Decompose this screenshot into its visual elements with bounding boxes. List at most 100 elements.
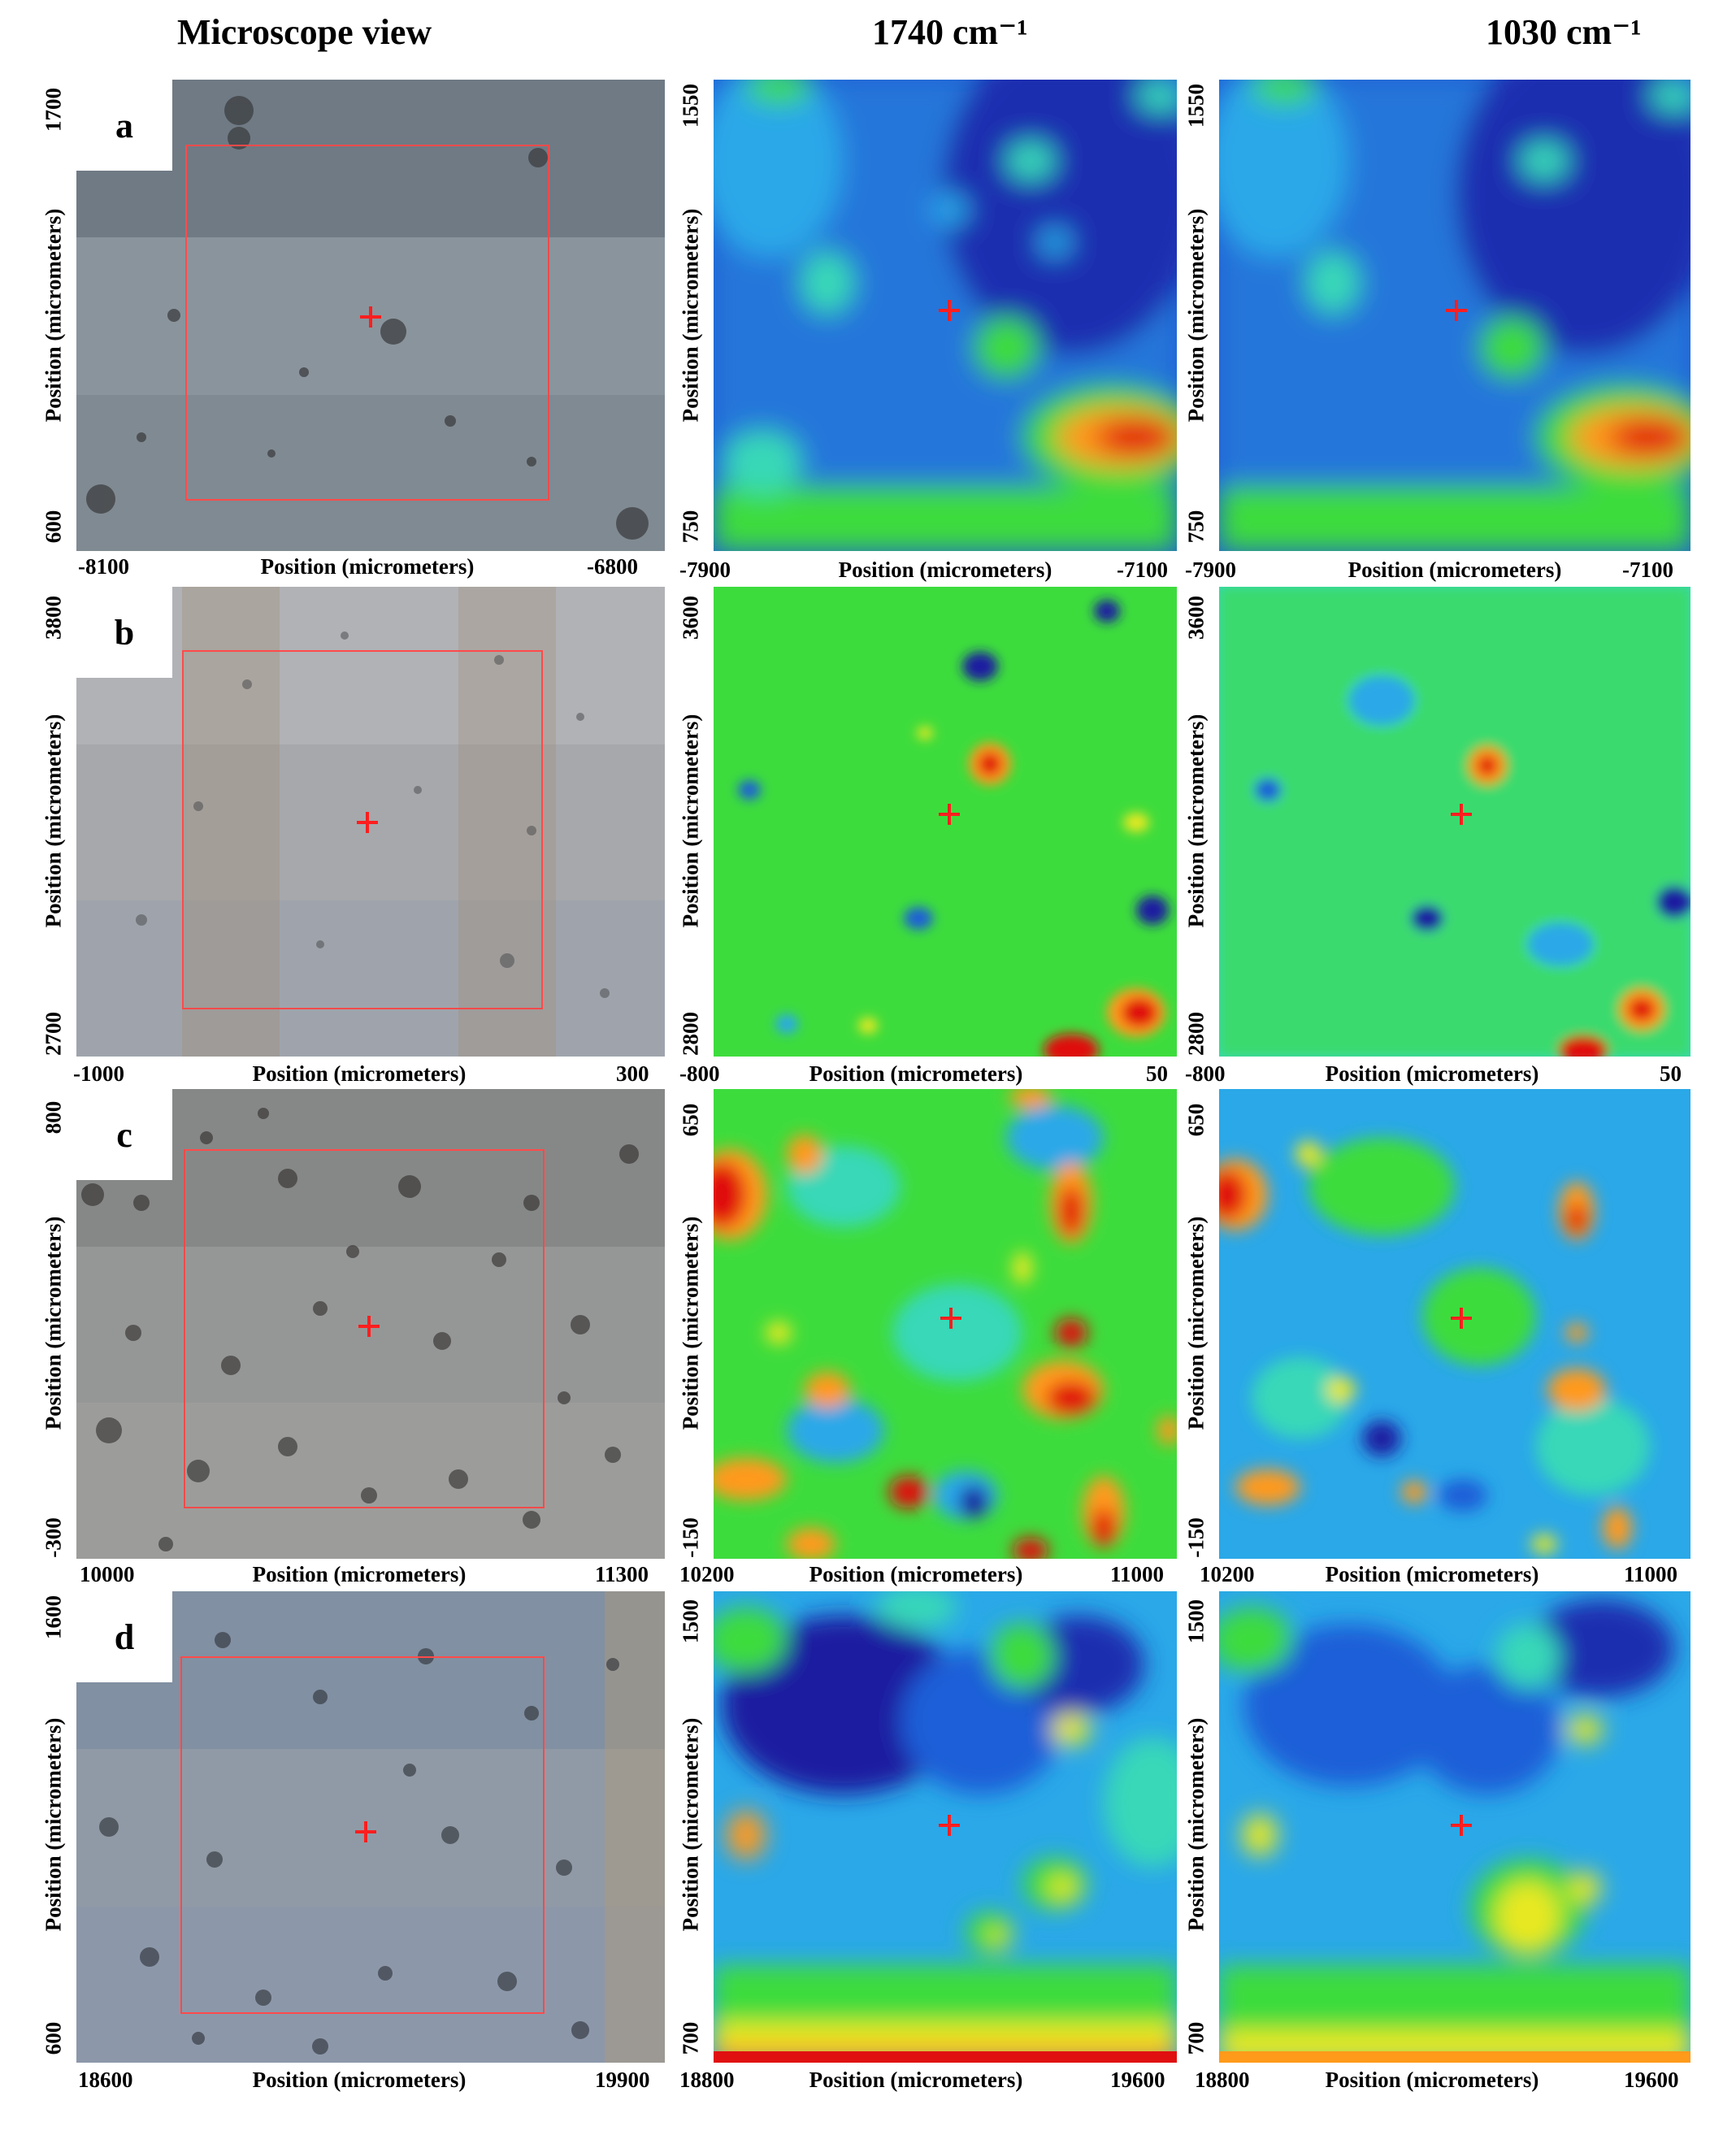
xlabel-micro-b: Position (micrometers) — [252, 1061, 467, 1086]
ytick-bottom-micro-b: 2700 — [41, 1012, 66, 1056]
ir-map-1740-d — [714, 1591, 1177, 2063]
heatmap-1740-c — [714, 1089, 1177, 1559]
heatmap-1740-b — [714, 587, 1177, 1057]
ylabel-1740-c: Position (micrometers) — [678, 1216, 703, 1430]
ytick-bottom-micro-a: 600 — [41, 510, 66, 544]
xtick-min-micro-a: -8100 — [78, 554, 129, 579]
xtick-min-1740-b: -800 — [679, 1061, 720, 1086]
ytick-top-1030-c: 650 — [1183, 1103, 1209, 1137]
xlabel-1740-b: Position (micrometers) — [809, 1061, 1023, 1086]
ytick-top-1030-b: 3600 — [1183, 596, 1209, 640]
ytick-bottom-1740-a: 750 — [678, 510, 703, 544]
center-marker-1740-d — [939, 1815, 960, 1836]
xtick-max-1030-a: -7100 — [1622, 558, 1673, 582]
xlabel-1030-d: Position (micrometers) — [1325, 2068, 1539, 2092]
xtick-max-micro-a: -6800 — [587, 554, 638, 579]
center-marker-1740-c — [940, 1308, 961, 1329]
ir-map-1740-c — [714, 1089, 1177, 1559]
xtick-min-1030-b: -800 — [1185, 1061, 1226, 1086]
roi-box-b — [182, 650, 543, 1009]
xlabel-1030-c: Position (micrometers) — [1325, 1562, 1539, 1586]
xtick-max-micro-c: 11300 — [595, 1562, 649, 1586]
center-marker-1740-b — [939, 804, 960, 825]
ylabel-micro-c: Position (micrometers) — [41, 1216, 66, 1430]
xtick-min-micro-d: 18600 — [78, 2068, 133, 2092]
ir-map-1740-b — [714, 587, 1177, 1057]
xtick-max-micro-b: 300 — [616, 1061, 649, 1086]
center-marker-a — [360, 306, 381, 328]
xtick-min-1740-d: 18800 — [679, 2068, 735, 2092]
xtick-min-1030-d: 18800 — [1195, 2068, 1250, 2092]
ylabel-1030-b: Position (micrometers) — [1183, 714, 1209, 928]
ytick-bottom-micro-c: -300 — [41, 1517, 66, 1558]
xtick-max-1030-d: 19600 — [1624, 2068, 1679, 2092]
ylabel-1030-c: Position (micrometers) — [1183, 1216, 1209, 1430]
ir-map-1030-a — [1219, 80, 1690, 551]
panel-letter-c: c — [76, 1089, 172, 1180]
center-marker-1740-a — [939, 300, 960, 321]
ytick-bottom-1030-d: 700 — [1183, 2021, 1209, 2055]
roi-box-a — [185, 145, 549, 501]
xlabel-1740-a: Position (micrometers) — [838, 558, 1052, 582]
ytick-bottom-1740-d: 700 — [678, 2021, 703, 2055]
header-1740: 1740 cm⁻¹ — [872, 12, 1028, 52]
heatmap-1740-a — [714, 80, 1177, 551]
ytick-top-1740-a: 1550 — [678, 84, 703, 128]
center-marker-1030-a — [1446, 300, 1467, 321]
xtick-max-1740-b: 50 — [1146, 1061, 1168, 1086]
xtick-min-micro-b: -1000 — [73, 1061, 124, 1086]
xtick-max-1030-b: 50 — [1660, 1061, 1682, 1086]
ytick-bottom-micro-d: 600 — [41, 2021, 66, 2055]
roi-box-d — [180, 1656, 545, 2014]
ytick-top-1740-c: 650 — [678, 1103, 703, 1137]
ir-map-1740-a — [714, 80, 1177, 551]
ir-map-1030-b — [1219, 587, 1690, 1057]
ytick-top-1740-b: 3600 — [678, 596, 703, 640]
ir-map-1030-c — [1219, 1089, 1690, 1559]
ytick-bottom-1030-a: 750 — [1183, 510, 1209, 544]
center-marker-d — [355, 1821, 376, 1842]
ytick-top-1740-d: 1500 — [678, 1599, 703, 1643]
ylabel-1740-d: Position (micrometers) — [678, 1717, 703, 1932]
xtick-min-1740-c: 10200 — [679, 1562, 735, 1586]
panel-letter-d: d — [76, 1591, 172, 1682]
ylabel-1740-b: Position (micrometers) — [678, 714, 703, 928]
ytick-top-micro-a: 1700 — [41, 88, 66, 132]
ylabel-1740-a: Position (micrometers) — [678, 208, 703, 423]
heatmap-1740-d — [714, 1591, 1177, 2063]
xtick-max-1740-c: 11000 — [1110, 1562, 1165, 1586]
xlabel-1740-d: Position (micrometers) — [809, 2068, 1023, 2092]
ytick-bottom-1030-b: 2800 — [1183, 1012, 1209, 1056]
ylabel-1030-d: Position (micrometers) — [1183, 1717, 1209, 1932]
ytick-bottom-1740-b: 2800 — [678, 1012, 703, 1056]
center-marker-1030-b — [1451, 804, 1472, 825]
heatmap-1030-d — [1219, 1591, 1690, 2063]
microscope-image-c: c — [76, 1089, 665, 1559]
ytick-top-1030-d: 1500 — [1183, 1599, 1209, 1643]
xlabel-1030-b: Position (micrometers) — [1325, 1061, 1539, 1086]
xlabel-1030-a: Position (micrometers) — [1348, 558, 1562, 582]
ylabel-micro-a: Position (micrometers) — [41, 208, 66, 423]
xlabel-micro-d: Position (micrometers) — [252, 2068, 467, 2092]
header-1030: 1030 cm⁻¹ — [1486, 12, 1642, 52]
roi-box-c — [184, 1149, 545, 1508]
xtick-max-1030-c: 11000 — [1624, 1562, 1678, 1586]
xtick-max-micro-d: 19900 — [595, 2068, 650, 2092]
microscope-image-a: a — [76, 80, 665, 551]
header-microscope-view: Microscope view — [177, 12, 432, 52]
ytick-top-micro-c: 800 — [41, 1100, 66, 1135]
xtick-min-1030-a: -7900 — [1185, 558, 1236, 582]
xtick-max-1740-d: 19600 — [1110, 2068, 1165, 2092]
panel-letter-a: a — [76, 80, 172, 171]
microscope-image-d: d — [76, 1591, 665, 2063]
microscope-texture-b — [76, 587, 665, 1057]
xtick-min-1740-a: -7900 — [679, 558, 731, 582]
ytick-bottom-1030-c: -150 — [1183, 1517, 1209, 1558]
microscope-texture-a — [76, 80, 665, 551]
ytick-bottom-1740-c: -150 — [678, 1517, 703, 1558]
center-marker-1030-d — [1451, 1815, 1472, 1836]
center-marker-1030-c — [1451, 1308, 1472, 1329]
panel-letter-b: b — [76, 587, 172, 678]
ytick-top-micro-b: 3800 — [41, 596, 66, 640]
ylabel-micro-b: Position (micrometers) — [41, 714, 66, 928]
